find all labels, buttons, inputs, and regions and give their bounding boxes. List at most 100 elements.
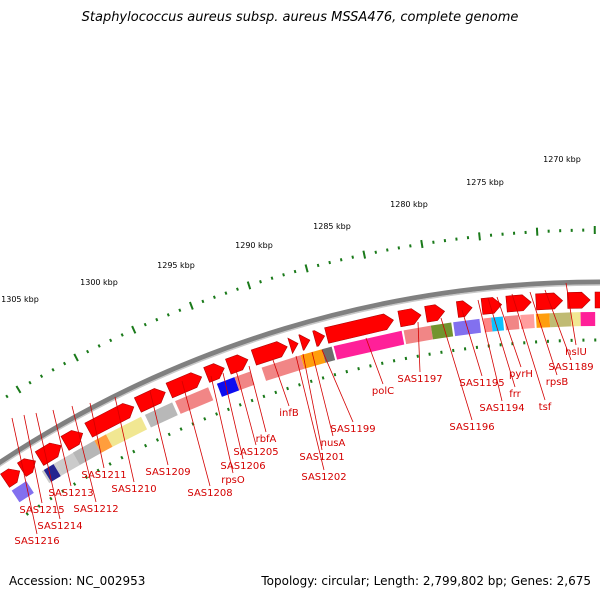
gene-arrow [84, 403, 135, 438]
gc-dot [416, 354, 420, 358]
gene-arrow [34, 442, 62, 466]
gene-label-sas1197: SAS1197 [397, 374, 442, 385]
scale-tick [316, 263, 320, 268]
scale-tick [131, 325, 137, 334]
gene-leader-line [440, 317, 473, 421]
gene-arrow [287, 337, 299, 355]
scale-label: 1290 kbp [235, 241, 273, 250]
gene-arrow [312, 330, 326, 347]
scale-tick [339, 258, 343, 262]
gc-dot [298, 383, 301, 387]
gene-leader-line [248, 365, 267, 433]
gene-arrow [424, 304, 446, 323]
scale-tick [188, 301, 194, 310]
gene-label-sas1201: SAS1201 [299, 452, 344, 463]
cog-block [175, 387, 214, 414]
gene-label-tsf: tsf [539, 402, 552, 413]
gene-arrow [324, 313, 394, 344]
gene-arrow [397, 308, 422, 328]
gene-leader-line [181, 380, 211, 487]
cog-block [234, 371, 255, 391]
gc-dot [286, 386, 289, 391]
cog-block [483, 317, 493, 333]
gc-dot [215, 412, 219, 416]
gene-arrows [0, 291, 600, 488]
cog-block [430, 322, 454, 340]
scale-tick [374, 250, 378, 254]
gene-label-frr: frr [509, 389, 521, 400]
gc-dot [309, 379, 313, 384]
scale-tick [51, 367, 55, 372]
gc-dot [238, 403, 242, 407]
gc-dot [37, 504, 41, 508]
gene-label-sas1215: SAS1215 [19, 505, 64, 516]
scale-tick [246, 281, 252, 290]
cog-block [549, 312, 572, 328]
scale-tick [270, 276, 274, 280]
gene-label-nusa: nusA [321, 438, 346, 449]
gene-label-sas1196: SAS1196 [449, 422, 494, 433]
scale-tick [166, 313, 170, 317]
cog-block [535, 313, 551, 328]
gc-dot [226, 407, 230, 412]
gene-arrow [165, 372, 203, 399]
gc-dot [167, 432, 171, 437]
gene-label-sas1206: SAS1206 [220, 461, 265, 472]
scale-label: 1285 kbp [313, 222, 351, 231]
scale-tick [62, 361, 67, 366]
scale-tick [73, 353, 79, 362]
scale-label: 1280 kbp [390, 200, 428, 209]
gene-leader-line [321, 349, 354, 423]
gene-leader-line [302, 353, 323, 451]
gc-dot [345, 369, 349, 374]
gc-dot [72, 482, 77, 486]
gene-arrow [203, 363, 225, 383]
scale-tick [28, 380, 32, 385]
cog-block [261, 355, 305, 381]
gene-label-sas1209: SAS1209 [145, 467, 190, 478]
backbone-arc [0, 279, 600, 466]
cog-block [504, 315, 520, 331]
cog-blocks [11, 312, 596, 503]
scale-tick [97, 344, 101, 348]
scale-tick [178, 308, 182, 313]
gene-leader-line [11, 417, 38, 535]
gene-label-rbfa: rbfA [256, 434, 277, 445]
gc-dot [25, 512, 29, 516]
gene-leader-line [417, 321, 421, 373]
gene-leader-line [529, 291, 558, 376]
gc-dot [179, 427, 183, 431]
cog-block [43, 464, 61, 482]
gene-leader-line [71, 405, 97, 503]
gene-labels: hslU SAS1189 rpsB tsf pyrH frr SAS1194 SAS1195 S… [11, 282, 594, 547]
gc-dot [274, 390, 278, 395]
cog-block [144, 402, 178, 428]
gene-leader-line [311, 351, 334, 437]
gene-leader-line [365, 337, 384, 385]
gene-label-rpsb: rpsB [546, 377, 569, 388]
gene-label-sas1208: SAS1208 [187, 488, 232, 499]
gene-label-sas1216: SAS1216 [14, 536, 59, 547]
gene-label-hslu: hslU [565, 347, 587, 358]
cog-block [11, 481, 34, 503]
scale-tick [15, 385, 22, 394]
gene-leader-line [89, 402, 105, 469]
cog-block [216, 377, 240, 397]
gene-leader-line [565, 282, 577, 346]
gc-dot [380, 361, 384, 365]
gc-dot [61, 489, 65, 494]
gene-leader-line [477, 299, 503, 402]
gene-arrow [225, 354, 249, 375]
backbone-highlight [0, 284, 600, 467]
gc-dot [108, 462, 112, 466]
scale-tick [109, 338, 113, 343]
gene-leader-line [23, 414, 43, 504]
gene-leader-line [544, 289, 572, 361]
gc-dot [155, 438, 159, 442]
scale-tick [293, 269, 297, 274]
cog-block [106, 416, 148, 447]
scale-tick [224, 291, 228, 295]
scale-tick [236, 287, 239, 291]
scale-tick [201, 299, 205, 304]
genome-backbone-group [0, 279, 600, 467]
